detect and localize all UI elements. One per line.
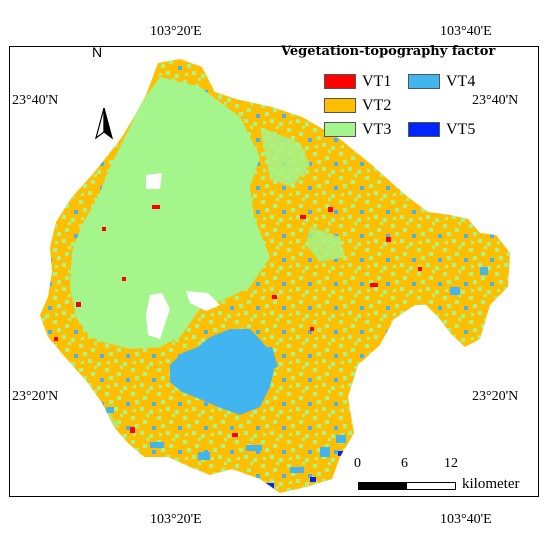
longitude-label-top-left: 103°20'E (150, 24, 202, 39)
scale-bar-white-segment (407, 483, 455, 489)
legend-swatch-vt3 (324, 122, 356, 137)
legend-label-vt4: VT4 (446, 73, 476, 90)
latitude-label-left-upper: 23°40'N (12, 93, 59, 108)
map-frame: N 23°40'N 23°20'N 23°40'N 23°20'N (9, 46, 539, 497)
legend-swatch-vt5 (408, 122, 440, 137)
latitude-label-right-lower: 23°20'N (472, 389, 519, 404)
legend-title: Vegetation-topography factor (281, 44, 496, 59)
latitude-label-left-lower: 23°20'N (12, 389, 59, 404)
legend-label-vt5: VT5 (446, 121, 476, 138)
longitude-label-bottom-left: 103°20'E (150, 512, 202, 527)
legend-swatch-vt4 (408, 74, 440, 89)
longitude-label-top-right: 103°40'E (440, 24, 492, 39)
legend-label-vt3: VT3 (362, 121, 392, 138)
legend-swatch-vt2 (324, 98, 356, 113)
north-arrow-icon (94, 107, 114, 140)
legend-label-vt2: VT2 (362, 97, 392, 114)
longitude-label-bottom-right: 103°40'E (440, 512, 492, 527)
scale-unit: kilometer (462, 476, 520, 492)
scale-tick-12: 12 (444, 456, 458, 471)
legend-swatch-vt1 (324, 74, 356, 89)
scale-tick-6: 6 (401, 456, 408, 471)
north-arrow-label: N (92, 46, 103, 60)
scale-bar (358, 482, 456, 490)
latitude-label-right-upper: 23°40'N (472, 93, 519, 108)
scale-bar-black-segment (359, 483, 407, 489)
legend-label-vt1: VT1 (362, 73, 392, 90)
scale-tick-0: 0 (354, 456, 361, 471)
